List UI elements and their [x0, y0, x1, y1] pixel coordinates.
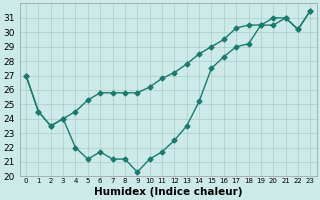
X-axis label: Humidex (Indice chaleur): Humidex (Indice chaleur)	[94, 187, 243, 197]
